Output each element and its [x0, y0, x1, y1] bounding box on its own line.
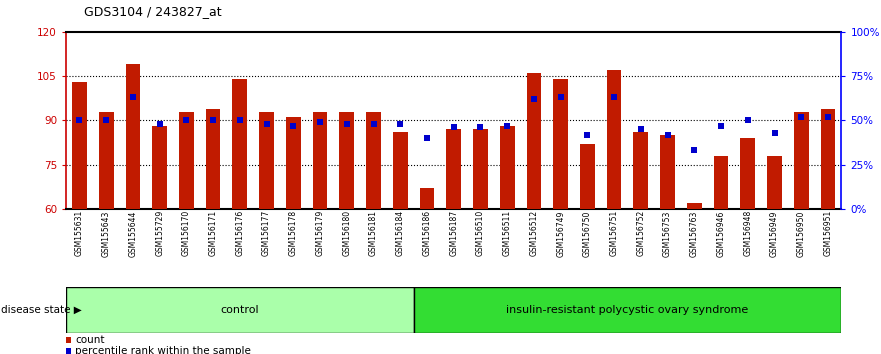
Text: control: control: [220, 305, 259, 315]
Bar: [366, 112, 381, 209]
Bar: [820, 109, 835, 209]
FancyBboxPatch shape: [413, 287, 841, 333]
Bar: [72, 82, 87, 209]
Bar: [633, 132, 648, 209]
Bar: [740, 138, 755, 209]
Text: insulin-resistant polycystic ovary syndrome: insulin-resistant polycystic ovary syndr…: [507, 305, 749, 315]
Bar: [527, 73, 541, 209]
Bar: [313, 112, 328, 209]
Bar: [152, 126, 167, 209]
Bar: [233, 79, 248, 209]
Text: disease state ▶: disease state ▶: [1, 305, 82, 315]
Text: GDS3104 / 243827_at: GDS3104 / 243827_at: [84, 5, 221, 18]
Bar: [99, 112, 114, 209]
Bar: [286, 118, 300, 209]
Bar: [179, 112, 194, 209]
Bar: [553, 79, 568, 209]
Bar: [206, 109, 220, 209]
Bar: [500, 126, 515, 209]
Bar: [687, 203, 701, 209]
Bar: [419, 188, 434, 209]
Bar: [339, 112, 354, 209]
Text: percentile rank within the sample: percentile rank within the sample: [75, 346, 251, 354]
Text: count: count: [75, 335, 104, 346]
Bar: [714, 156, 729, 209]
Bar: [580, 144, 595, 209]
Bar: [767, 156, 781, 209]
Bar: [794, 112, 809, 209]
FancyBboxPatch shape: [66, 287, 413, 333]
Bar: [660, 135, 675, 209]
Bar: [473, 129, 488, 209]
Bar: [607, 70, 621, 209]
Bar: [447, 129, 461, 209]
Bar: [259, 112, 274, 209]
Bar: [126, 64, 140, 209]
Bar: [393, 132, 408, 209]
